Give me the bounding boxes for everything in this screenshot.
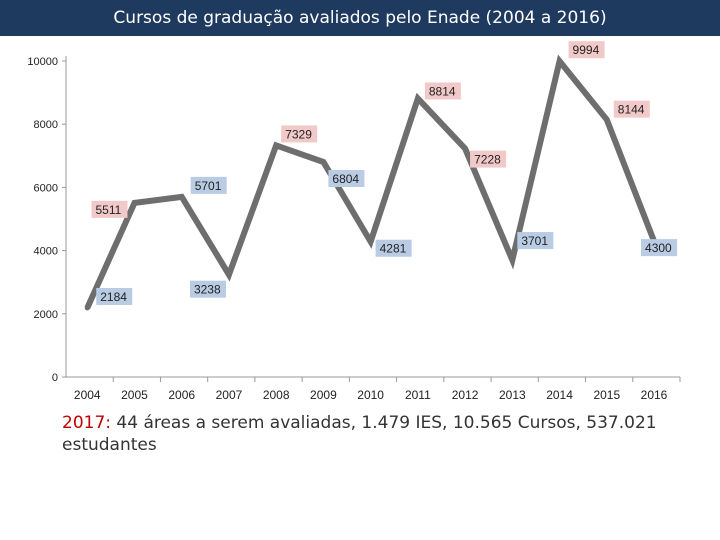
data-label: 8144 (618, 103, 645, 117)
data-label: 7329 (285, 127, 312, 141)
data-label-box (641, 239, 678, 257)
x-tick-label: 2007 (216, 388, 243, 402)
x-tick-label: 2013 (499, 388, 526, 402)
data-label-box (328, 169, 365, 187)
x-tick-label: 2006 (168, 388, 195, 402)
data-point (131, 200, 137, 206)
caption-year: 2017: (62, 413, 111, 433)
data-label: 7228 (474, 153, 501, 167)
data-label: 5701 (195, 179, 222, 193)
data-point (462, 146, 468, 152)
y-tick-label: 6000 (34, 182, 58, 194)
data-point (604, 117, 610, 123)
data-label-box (91, 200, 128, 218)
data-label-box (613, 100, 650, 118)
x-tick-label: 2014 (546, 388, 573, 402)
data-label-box (470, 150, 507, 168)
data-point (415, 95, 421, 101)
data-point (509, 257, 515, 263)
caption: 2017: 44 áreas a serem avaliadas, 1.479 … (62, 412, 682, 456)
data-label: 3238 (194, 283, 221, 297)
data-label: 5511 (95, 203, 121, 217)
data-label-box (517, 232, 554, 250)
caption-text: 44 áreas a serem avaliadas, 1.479 IES, 1… (62, 413, 657, 455)
x-tick-label: 2005 (121, 388, 148, 402)
slide-title: Cursos de graduação avaliados pelo Enade… (0, 0, 720, 36)
y-tick-label: 8000 (34, 119, 58, 131)
data-label: 4300 (645, 241, 672, 255)
data-label: 4281 (380, 242, 407, 256)
y-tick-label: 2000 (34, 309, 58, 321)
x-tick-label: 2010 (357, 388, 384, 402)
data-label: 6804 (332, 172, 359, 186)
y-tick-label: 4000 (34, 246, 58, 258)
y-tick-label: 10000 (27, 56, 58, 68)
data-point (84, 305, 90, 311)
data-point (273, 142, 279, 148)
data-label-box (568, 41, 605, 59)
x-tick-label: 2012 (452, 388, 479, 402)
series-line (84, 54, 657, 310)
x-tick-label: 2004 (74, 388, 101, 402)
y-tick-label: 0 (52, 372, 58, 384)
data-label: 9994 (573, 43, 600, 57)
data-point (179, 194, 185, 200)
data-point (226, 272, 232, 278)
x-tick-label: 2015 (593, 388, 620, 402)
x-tick-label: 2008 (263, 388, 290, 402)
data-label-box (375, 239, 412, 257)
data-point (320, 159, 326, 165)
data-label-box (281, 125, 318, 143)
data-point (557, 58, 563, 64)
x-tick-label: 2011 (405, 388, 431, 402)
data-label-box (190, 176, 227, 194)
data-label-box (424, 82, 461, 100)
line-chart: 0 2000 4000 6000 8000 10000 2004 2005 2006 2007 20… (27, 41, 681, 402)
data-label-box (96, 287, 133, 305)
data-label: 8814 (429, 84, 456, 98)
x-tick-label: 2016 (641, 388, 668, 402)
data-label: 3701 (521, 234, 548, 248)
data-label-box (189, 280, 226, 298)
x-tick-label: 2009 (310, 388, 337, 402)
data-label: 2184 (100, 290, 127, 304)
data-point (368, 239, 374, 245)
